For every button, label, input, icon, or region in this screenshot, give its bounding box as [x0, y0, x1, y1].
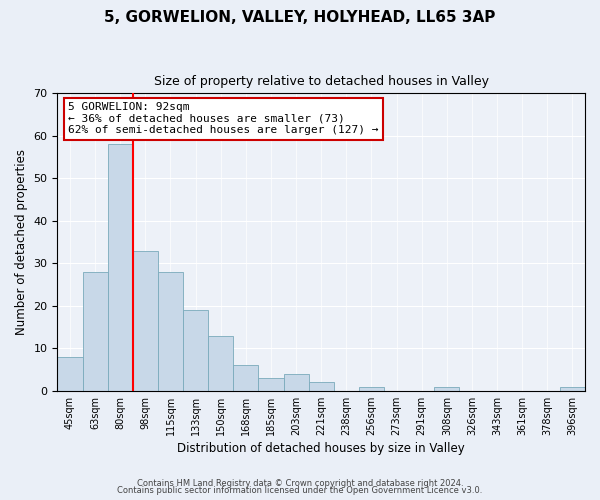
Y-axis label: Number of detached properties: Number of detached properties: [15, 149, 28, 335]
Bar: [133, 250, 158, 391]
Text: Contains public sector information licensed under the Open Government Licence v3: Contains public sector information licen…: [118, 486, 482, 495]
Bar: [83, 272, 107, 391]
Bar: [284, 374, 308, 391]
Bar: [58, 357, 83, 391]
Bar: [434, 386, 460, 391]
Bar: [560, 386, 585, 391]
Text: 5, GORWELION, VALLEY, HOLYHEAD, LL65 3AP: 5, GORWELION, VALLEY, HOLYHEAD, LL65 3AP: [104, 10, 496, 25]
Text: 5 GORWELION: 92sqm
← 36% of detached houses are smaller (73)
62% of semi-detache: 5 GORWELION: 92sqm ← 36% of detached hou…: [68, 102, 379, 136]
Bar: [208, 336, 233, 391]
Bar: [259, 378, 284, 391]
Bar: [183, 310, 208, 391]
X-axis label: Distribution of detached houses by size in Valley: Distribution of detached houses by size …: [178, 442, 465, 455]
Text: Contains HM Land Registry data © Crown copyright and database right 2024.: Contains HM Land Registry data © Crown c…: [137, 478, 463, 488]
Bar: [158, 272, 183, 391]
Title: Size of property relative to detached houses in Valley: Size of property relative to detached ho…: [154, 75, 489, 88]
Bar: [308, 382, 334, 391]
Bar: [359, 386, 384, 391]
Bar: [107, 144, 133, 391]
Bar: [233, 366, 259, 391]
